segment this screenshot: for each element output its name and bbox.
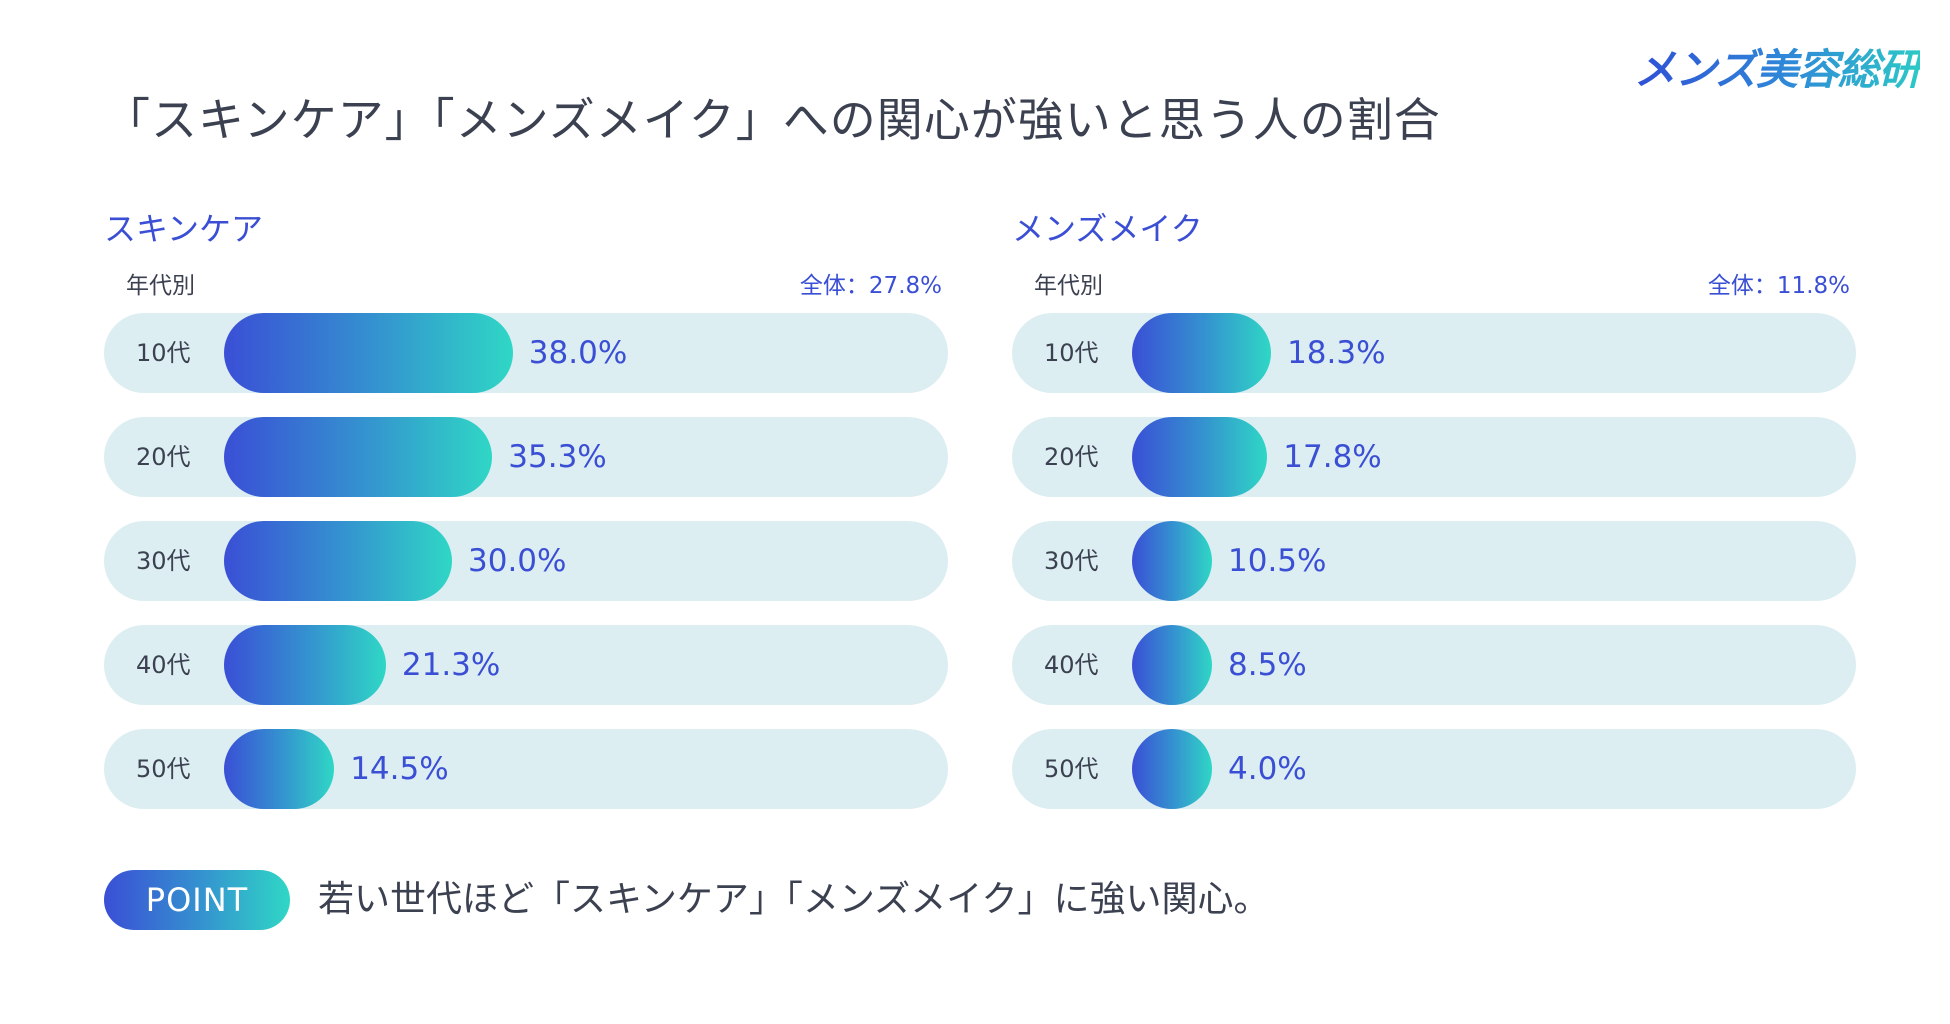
bar [224,729,335,809]
category-label: 10代 [136,339,191,367]
bar-row: 40代 21.3% [104,625,948,705]
page-title: 「スキンケア」「メンズメイク」への関心が強いと思う人の割合 [104,93,1441,147]
category-label: 30代 [1044,547,1099,575]
bar-value-label: 8.5% [1228,647,1307,683]
bar [1132,417,1268,497]
category-label: 40代 [1044,651,1099,679]
bar [1132,521,1212,601]
bar [224,417,493,497]
bar-value-label: 14.5% [350,751,449,787]
age-group-label: 年代別 [126,273,195,299]
category-label: 50代 [136,755,191,783]
chart-subheader: 年代別 全体：27.8% [104,259,948,307]
bar [1132,313,1272,393]
bar-value-label: 30.0% [468,543,567,579]
category-label: 50代 [1044,755,1099,783]
bar-value-label: 4.0% [1228,751,1307,787]
point-text: 若い世代ほど「スキンケア」「メンズメイク」に強い関心。 [318,879,1270,920]
bar-row: 10代 18.3% [1012,313,1856,393]
age-group-label: 年代別 [1034,273,1103,299]
category-label: 10代 [1044,339,1099,367]
overall-value: 全体：11.8% [1707,273,1850,299]
category-label: 40代 [136,651,191,679]
bar-rows: 10代 38.0% 20代 35.3% 30代 30.0% 40代 21.3% 50代 14.5% [104,313,948,809]
point-badge: POINT [104,870,290,930]
bar-value-label: 35.3% [508,439,607,475]
chart-subheader: 年代別 全体：11.8% [1012,259,1856,307]
overall-value: 全体：27.8% [799,273,942,299]
category-label: 20代 [136,443,191,471]
bar [224,625,386,705]
bar-value-label: 18.3% [1287,335,1386,371]
bar-row: 40代 8.5% [1012,625,1856,705]
category-label: 30代 [136,547,191,575]
bar-value-label: 10.5% [1228,543,1327,579]
bar-value-label: 21.3% [401,647,501,683]
bar-row: 20代 17.8% [1012,417,1856,497]
category-label: 20代 [1044,443,1099,471]
bar [224,313,513,393]
bar-row: 30代 30.0% [104,521,948,601]
bar-row: 10代 38.0% [104,313,948,393]
bar-value-label: 38.0% [528,335,628,371]
bar-value-label: 17.8% [1283,439,1382,475]
bar-row: 20代 35.3% [104,417,948,497]
bar-row: 30代 10.5% [1012,521,1856,601]
chart-title: スキンケア [104,210,264,248]
bar [1132,729,1212,809]
chart-title: メンズメイク [1012,210,1203,248]
mens-makeup-chart: メンズメイク 年代別 全体：11.8% 10代 18.3% 20代 17.8% 30代 1… [1012,205,1856,833]
bar [224,521,452,601]
bar-row: 50代 4.0% [1012,729,1856,809]
bar-row: 50代 14.5% [104,729,948,809]
bar [1132,625,1212,705]
skincare-chart: スキンケア 年代別 全体：27.8% 10代 38.0% 20代 35.3% 30代 30… [104,205,948,833]
bar-rows: 10代 18.3% 20代 17.8% 30代 10.5% 40代 8.5% 50代 4.0% [1012,313,1856,809]
brand-logo: メンズ美容総研 [1634,36,1921,97]
